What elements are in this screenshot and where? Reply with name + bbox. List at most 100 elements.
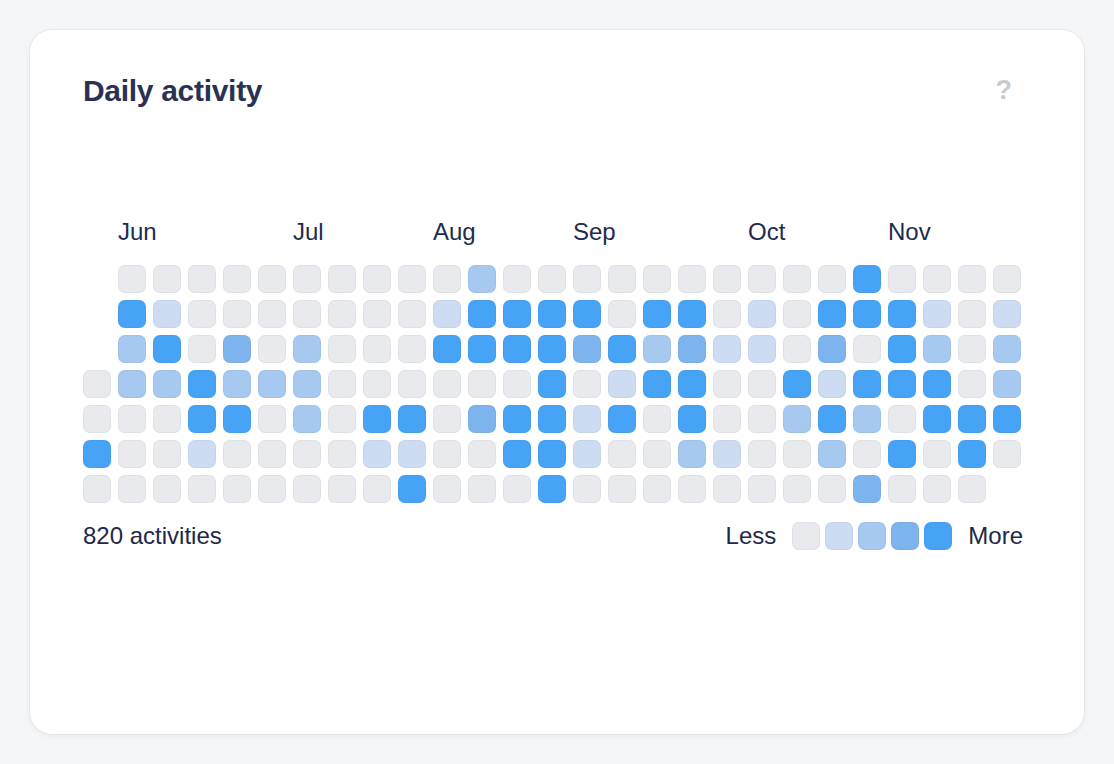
activity-cell[interactable] — [783, 370, 811, 398]
activity-cell[interactable] — [83, 440, 111, 468]
activity-cell[interactable] — [83, 475, 111, 503]
activity-cell[interactable] — [608, 335, 636, 363]
activity-cell[interactable] — [608, 405, 636, 433]
activity-cell[interactable] — [993, 300, 1021, 328]
activity-cell[interactable] — [433, 265, 461, 293]
activity-cell[interactable] — [258, 405, 286, 433]
activity-cell[interactable] — [713, 265, 741, 293]
activity-cell[interactable] — [363, 405, 391, 433]
activity-cell[interactable] — [608, 440, 636, 468]
activity-cell[interactable] — [118, 265, 146, 293]
activity-cell[interactable] — [503, 405, 531, 433]
activity-cell[interactable] — [643, 440, 671, 468]
activity-cell[interactable] — [573, 475, 601, 503]
activity-cell[interactable] — [503, 300, 531, 328]
activity-cell[interactable] — [748, 300, 776, 328]
activity-cell[interactable] — [538, 405, 566, 433]
activity-cell[interactable] — [153, 300, 181, 328]
activity-cell[interactable] — [923, 265, 951, 293]
activity-cell[interactable] — [888, 335, 916, 363]
activity-cell[interactable] — [188, 405, 216, 433]
activity-cell[interactable] — [188, 265, 216, 293]
activity-cell[interactable] — [503, 475, 531, 503]
activity-cell[interactable] — [608, 475, 636, 503]
activity-cell[interactable] — [223, 370, 251, 398]
activity-cell[interactable] — [468, 475, 496, 503]
activity-cell[interactable] — [958, 370, 986, 398]
activity-cell[interactable] — [993, 335, 1021, 363]
activity-cell[interactable] — [678, 475, 706, 503]
activity-cell[interactable] — [643, 300, 671, 328]
activity-cell[interactable] — [713, 335, 741, 363]
activity-cell[interactable] — [643, 335, 671, 363]
activity-cell[interactable] — [853, 265, 881, 293]
activity-cell[interactable] — [503, 370, 531, 398]
activity-cell[interactable] — [153, 370, 181, 398]
activity-cell[interactable] — [748, 405, 776, 433]
activity-cell[interactable] — [818, 370, 846, 398]
activity-cell[interactable] — [678, 405, 706, 433]
activity-cell[interactable] — [398, 405, 426, 433]
activity-cell[interactable] — [363, 370, 391, 398]
activity-cell[interactable] — [538, 370, 566, 398]
activity-cell[interactable] — [223, 265, 251, 293]
activity-cell[interactable] — [258, 370, 286, 398]
activity-cell[interactable] — [818, 300, 846, 328]
activity-cell[interactable] — [643, 475, 671, 503]
activity-cell[interactable] — [923, 300, 951, 328]
activity-cell[interactable] — [678, 440, 706, 468]
activity-cell[interactable] — [958, 405, 986, 433]
activity-cell[interactable] — [713, 475, 741, 503]
activity-cell[interactable] — [818, 440, 846, 468]
activity-cell[interactable] — [853, 405, 881, 433]
activity-cell[interactable] — [503, 440, 531, 468]
activity-cell[interactable] — [293, 300, 321, 328]
activity-cell[interactable] — [818, 265, 846, 293]
activity-cell[interactable] — [748, 475, 776, 503]
activity-cell[interactable] — [783, 440, 811, 468]
activity-cell[interactable] — [923, 335, 951, 363]
activity-cell[interactable] — [538, 300, 566, 328]
activity-cell[interactable] — [363, 300, 391, 328]
activity-cell[interactable] — [468, 335, 496, 363]
activity-cell[interactable] — [398, 475, 426, 503]
activity-cell[interactable] — [188, 335, 216, 363]
activity-cell[interactable] — [363, 475, 391, 503]
activity-cell[interactable] — [223, 440, 251, 468]
activity-cell[interactable] — [118, 440, 146, 468]
activity-cell[interactable] — [643, 370, 671, 398]
activity-cell[interactable] — [608, 370, 636, 398]
activity-cell[interactable] — [223, 405, 251, 433]
activity-cell[interactable] — [853, 440, 881, 468]
activity-cell[interactable] — [398, 300, 426, 328]
activity-cell[interactable] — [258, 335, 286, 363]
activity-cell[interactable] — [958, 335, 986, 363]
activity-cell[interactable] — [853, 335, 881, 363]
activity-cell[interactable] — [468, 370, 496, 398]
activity-cell[interactable] — [293, 370, 321, 398]
activity-cell[interactable] — [398, 335, 426, 363]
activity-cell[interactable] — [258, 440, 286, 468]
activity-cell[interactable] — [888, 370, 916, 398]
activity-cell[interactable] — [608, 265, 636, 293]
activity-cell[interactable] — [188, 440, 216, 468]
activity-cell[interactable] — [643, 265, 671, 293]
activity-cell[interactable] — [328, 265, 356, 293]
activity-cell[interactable] — [118, 370, 146, 398]
activity-cell[interactable] — [923, 440, 951, 468]
activity-cell[interactable] — [923, 370, 951, 398]
activity-cell[interactable] — [468, 300, 496, 328]
activity-cell[interactable] — [503, 265, 531, 293]
activity-cell[interactable] — [538, 440, 566, 468]
activity-cell[interactable] — [538, 335, 566, 363]
activity-cell[interactable] — [293, 475, 321, 503]
activity-cell[interactable] — [258, 475, 286, 503]
activity-cell[interactable] — [258, 265, 286, 293]
activity-cell[interactable] — [223, 335, 251, 363]
activity-cell[interactable] — [958, 265, 986, 293]
activity-cell[interactable] — [853, 300, 881, 328]
activity-cell[interactable] — [223, 475, 251, 503]
activity-cell[interactable] — [398, 440, 426, 468]
activity-cell[interactable] — [818, 335, 846, 363]
activity-cell[interactable] — [888, 475, 916, 503]
